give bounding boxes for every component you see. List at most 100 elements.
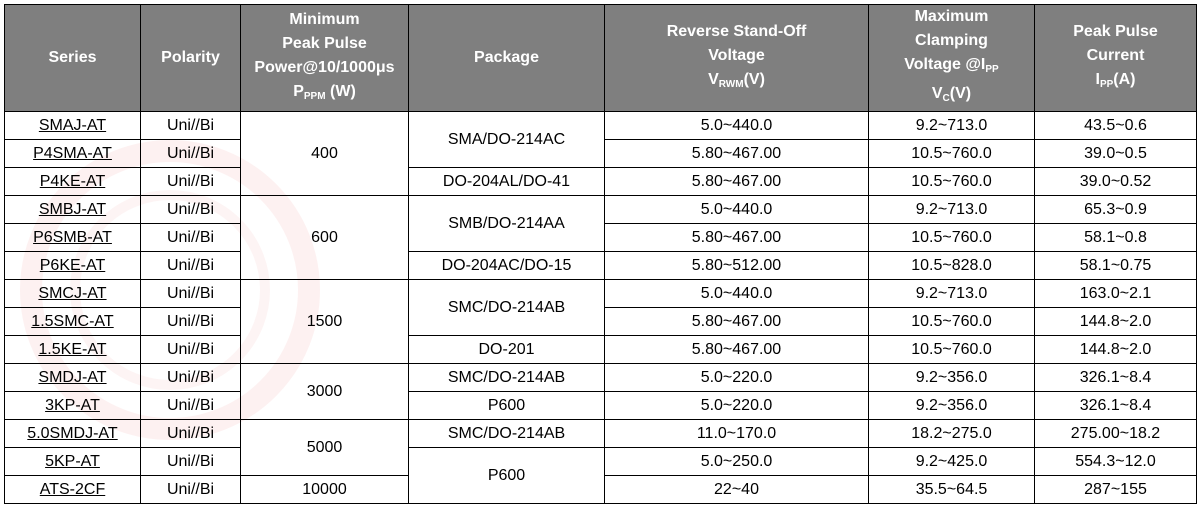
polarity-cell: Uni//Bi <box>140 167 241 196</box>
vrwm-cell: 22~40 <box>604 475 869 504</box>
series-cell: 5.0SMDJ-AT <box>4 419 141 448</box>
table-body: SMAJ-AT Uni//Bi 400 SMA/DO-214AC 5.0~440.0 9.… <box>4 111 1197 504</box>
package-cell: P600 <box>408 447 605 504</box>
package-cell: SMA/DO-214AC <box>408 111 605 168</box>
series-link[interactable]: P6SMB-AT <box>33 228 112 246</box>
header-vrwm-sym: V <box>708 70 719 88</box>
series-link[interactable]: P4SMA-AT <box>33 144 112 162</box>
header-vc: Maximum Clamping Voltage @IPP VC(V) <box>868 4 1035 112</box>
series-link[interactable]: ATS-2CF <box>39 480 106 498</box>
table-row: P4KE-AT Uni//Bi DO-204AL/DO-41 5.80~467.00 1… <box>4 167 1197 196</box>
header-vc-l3-sub: PP <box>985 64 999 75</box>
header-vrwm-sub: RWM <box>718 78 744 90</box>
vrwm-cell: 5.0~250.0 <box>604 447 869 476</box>
polarity-cell: Uni//Bi <box>140 447 241 476</box>
vc-cell: 10.5~760.0 <box>868 335 1035 364</box>
vc-cell: 9.2~713.0 <box>868 195 1035 224</box>
series-cell: P4SMA-AT <box>4 139 141 168</box>
power-cell: 10000 <box>240 475 409 504</box>
power-cell: 600 <box>240 195 409 280</box>
header-ipp-sym: I <box>1095 70 1100 88</box>
vc-cell: 10.5~760.0 <box>868 307 1035 336</box>
header-power-sym: P <box>293 82 304 100</box>
vc-cell: 9.2~713.0 <box>868 111 1035 140</box>
series-cell: P4KE-AT <box>4 167 141 196</box>
header-power-l3: Power@10/1000μs <box>254 58 395 76</box>
table-row: 1.5SMC-AT Uni//Bi 5.80~467.00 10.5~760.0 144… <box>4 307 1197 336</box>
vrwm-cell: 5.0~220.0 <box>604 363 869 392</box>
polarity-cell: Uni//Bi <box>140 251 241 280</box>
series-link[interactable]: 5KP-AT <box>45 452 100 470</box>
table-row: P6SMB-AT Uni//Bi 5.80~467.00 10.5~760.0 58.1… <box>4 223 1197 252</box>
header-vc-unit: (V) <box>949 85 972 102</box>
series-link[interactable]: P4KE-AT <box>39 172 106 190</box>
header-vrwm-unit: (V) <box>743 70 765 88</box>
series-link[interactable]: 1.5SMC-AT <box>31 312 114 330</box>
series-cell: ATS-2CF <box>4 475 141 504</box>
header-vrwm: Reverse Stand-Off Voltage VRWM(V) <box>604 4 869 112</box>
series-link[interactable]: SMAJ-AT <box>38 116 107 134</box>
vrwm-cell: 5.0~440.0 <box>604 111 869 140</box>
ipp-cell: 58.1~0.75 <box>1034 251 1197 280</box>
package-cell: DO-204AL/DO-41 <box>408 167 605 196</box>
header-vrwm-l2: Voltage <box>708 46 765 64</box>
table-row: P6KE-AT Uni//Bi DO-204AC/DO-15 5.80~512.00 1… <box>4 251 1197 280</box>
ipp-cell: 58.1~0.8 <box>1034 223 1197 252</box>
tvs-series-table: Series Polarity Minimum Peak Pulse Power… <box>4 4 1197 504</box>
polarity-cell: Uni//Bi <box>140 195 241 224</box>
package-cell: SMC/DO-214AB <box>408 419 605 448</box>
header-ipp-sub: PP <box>1099 78 1114 90</box>
vc-cell: 9.2~356.0 <box>868 391 1035 420</box>
header-series: Series <box>4 4 141 112</box>
polarity-cell: Uni//Bi <box>140 279 241 308</box>
package-cell: DO-204AC/DO-15 <box>408 251 605 280</box>
series-cell: 1.5KE-AT <box>4 335 141 364</box>
header-ipp-l2: Current <box>1086 46 1145 64</box>
vc-cell: 9.2~425.0 <box>868 447 1035 476</box>
series-link[interactable]: SMDJ-AT <box>38 368 107 386</box>
vrwm-cell: 5.0~440.0 <box>604 195 869 224</box>
header-polarity: Polarity <box>140 4 241 112</box>
ipp-cell: 144.8~2.0 <box>1034 307 1197 336</box>
ipp-cell: 163.0~2.1 <box>1034 279 1197 308</box>
ipp-cell: 287~155 <box>1034 475 1197 504</box>
header-power-unit: (W) <box>325 82 356 100</box>
vrwm-cell: 5.80~512.00 <box>604 251 869 280</box>
vrwm-cell: 5.0~440.0 <box>604 279 869 308</box>
polarity-cell: Uni//Bi <box>140 335 241 364</box>
series-link[interactable]: 3KP-AT <box>45 396 100 414</box>
header-vc-l1: Maximum <box>914 8 989 25</box>
header-vc-sub: C <box>942 93 950 104</box>
header-power: Minimum Peak Pulse Power@10/1000μs PPPM … <box>240 4 409 112</box>
package-cell: SMC/DO-214AB <box>408 279 605 336</box>
polarity-cell: Uni//Bi <box>140 391 241 420</box>
vc-cell: 10.5~760.0 <box>868 223 1035 252</box>
series-link[interactable]: 1.5KE-AT <box>38 340 107 358</box>
polarity-cell: Uni//Bi <box>140 139 241 168</box>
header-vc-l3: Voltage @I <box>904 56 986 73</box>
table-row: ATS-2CF Uni//Bi 10000 22~40 35.5~64.5 287~155 <box>4 475 1197 504</box>
table-row: 5.0SMDJ-AT Uni//Bi 5000 SMC/DO-214AB 11.0~17… <box>4 419 1197 476</box>
header-ipp-unit: (A) <box>1113 70 1136 88</box>
table-row: SMAJ-AT Uni//Bi 400 SMA/DO-214AC 5.0~440.0 9.… <box>4 111 1197 196</box>
power-cell: 5000 <box>240 419 409 476</box>
table-row: P4SMA-AT Uni//Bi 5.80~467.00 10.5~760.0 39.0… <box>4 139 1197 168</box>
header-ipp-l1: Peak Pulse <box>1073 22 1158 40</box>
ipp-cell: 326.1~8.4 <box>1034 363 1197 392</box>
polarity-cell: Uni//Bi <box>140 111 241 140</box>
vc-cell: 9.2~356.0 <box>868 363 1035 392</box>
header-row: Series Polarity Minimum Peak Pulse Power… <box>4 4 1197 112</box>
ipp-cell: 65.3~0.9 <box>1034 195 1197 224</box>
series-link[interactable]: SMBJ-AT <box>38 200 107 218</box>
package-cell: P600 <box>408 391 605 420</box>
header-power-l1: Minimum <box>289 10 360 28</box>
series-cell: SMBJ-AT <box>4 195 141 224</box>
vrwm-cell: 5.0~220.0 <box>604 391 869 420</box>
package-cell: SMB/DO-214AA <box>408 195 605 252</box>
series-link[interactable]: SMCJ-AT <box>38 284 107 302</box>
vrwm-cell: 5.80~467.00 <box>604 139 869 168</box>
series-cell: SMCJ-AT <box>4 279 141 308</box>
header-package: Package <box>408 4 605 112</box>
series-link[interactable]: 5.0SMDJ-AT <box>27 424 118 442</box>
series-link[interactable]: P6KE-AT <box>39 256 106 274</box>
